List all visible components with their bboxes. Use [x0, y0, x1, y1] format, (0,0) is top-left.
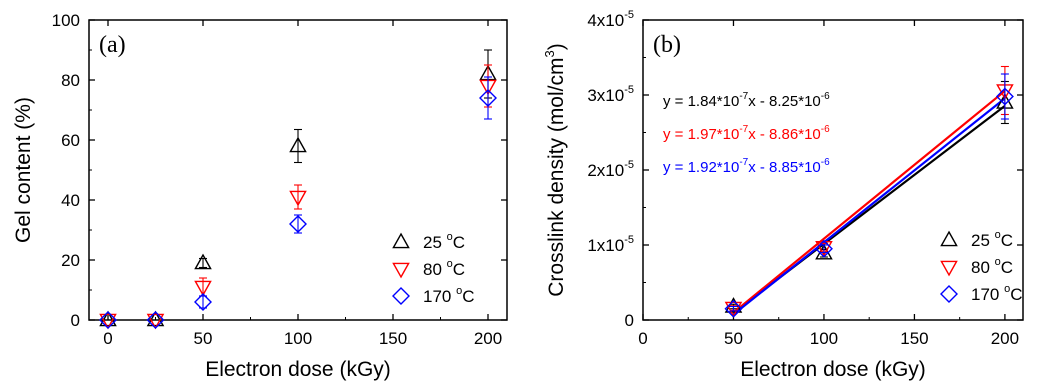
y-tick-label: 0	[625, 311, 634, 330]
legend-label: 80 oC	[423, 258, 465, 279]
degree-sign: o	[447, 231, 453, 243]
legend-marker-1	[940, 260, 958, 277]
degree-sign: o	[447, 258, 453, 270]
y-tick-label: 20	[61, 251, 80, 270]
y-tick-label: 0	[71, 311, 80, 330]
data-point-2-1	[146, 311, 165, 329]
y-tick-label: 40	[61, 191, 80, 210]
fit-line-2	[732, 97, 1006, 316]
x-tick-label: 200	[991, 329, 1019, 348]
panel-label: (a)	[99, 32, 126, 58]
y-tick-label: 1x10-5	[587, 234, 634, 255]
x-tick-label: 150	[900, 329, 928, 348]
legend-marker-2	[940, 285, 958, 303]
legend-label: 25 oC	[423, 231, 465, 252]
y-tick-label: 60	[61, 131, 80, 150]
x-tick-label: 100	[284, 329, 312, 348]
data-point-1-0	[724, 301, 743, 318]
data-point-2-0	[724, 299, 743, 318]
legend-label: 25 oC	[971, 229, 1013, 250]
y-tick-label: 80	[61, 71, 80, 90]
data-point-0-3	[289, 136, 307, 153]
y-tick-label: 2x10-5	[587, 159, 634, 180]
data-point-2-2	[995, 87, 1014, 106]
fit-line-1	[732, 90, 1006, 314]
legend-label: 170 oC	[423, 285, 475, 306]
panel-a: 0 50 100 150 200 0 20 40 60 80 100 Electron dose (k…	[12, 11, 508, 381]
fit-equation: y = 1.84*10-7x - 8.25*10-6	[663, 91, 830, 110]
y-tick-label: 100	[52, 11, 80, 30]
y-tick-label: 3x10-5	[587, 84, 634, 105]
x-tick-label: 0	[638, 329, 647, 348]
legend-label: 80 oC	[971, 256, 1013, 277]
x-tick-label: 200	[474, 329, 502, 348]
x-axis-label: Electron dose (kGy)	[205, 358, 391, 381]
data-point-2-0	[99, 311, 117, 329]
data-point-1-3	[289, 190, 307, 207]
data-point-2-4	[479, 89, 497, 107]
x-axis-label: Electron dose (kGy)	[740, 358, 926, 381]
panel-label: (b)	[653, 32, 681, 58]
degree-sign: o	[995, 229, 1001, 241]
fit-equation: y = 1.97*10-7x - 8.86*10-6	[663, 124, 830, 143]
data-point-1-2	[194, 280, 212, 297]
x-tick-label: 100	[810, 329, 838, 348]
data-point-2-1	[814, 239, 833, 258]
fit-equation: y = 1.92*10-7x - 8.85*10-6	[663, 157, 830, 176]
x-tick-label: 50	[724, 329, 743, 348]
data-point-1-0	[99, 313, 117, 330]
x-tick-label: 50	[194, 329, 213, 348]
data-point-0-1	[146, 310, 165, 327]
legend-marker-0	[392, 232, 410, 249]
legend-marker-0	[940, 230, 958, 247]
panel-b: 0 50 100 150 200 0 1x10-5 2x10-5 3x10-5 4x10-5 Ele…	[542, 9, 1024, 381]
legend-label: 170 oC	[971, 283, 1023, 304]
degree-sign: o	[995, 256, 1001, 268]
x-tick-label: 0	[103, 329, 112, 348]
legend-marker-2	[392, 287, 410, 305]
degree-sign: o	[456, 285, 462, 297]
x-tick-label: 150	[379, 329, 407, 348]
legend-marker-1	[392, 262, 410, 279]
degree-sign: o	[1004, 283, 1010, 295]
y-axis-label: Gel content (%)	[12, 97, 35, 243]
y-tick-label: 4x10-5	[587, 9, 634, 30]
data-point-2-3	[289, 215, 307, 233]
data-point-2-2	[194, 293, 212, 311]
data-point-0-2	[194, 253, 212, 270]
data-point-1-1	[146, 313, 165, 330]
y-axis-label: Crosslink density (mol/cm3)	[542, 43, 568, 296]
data-point-0-0	[99, 310, 117, 327]
